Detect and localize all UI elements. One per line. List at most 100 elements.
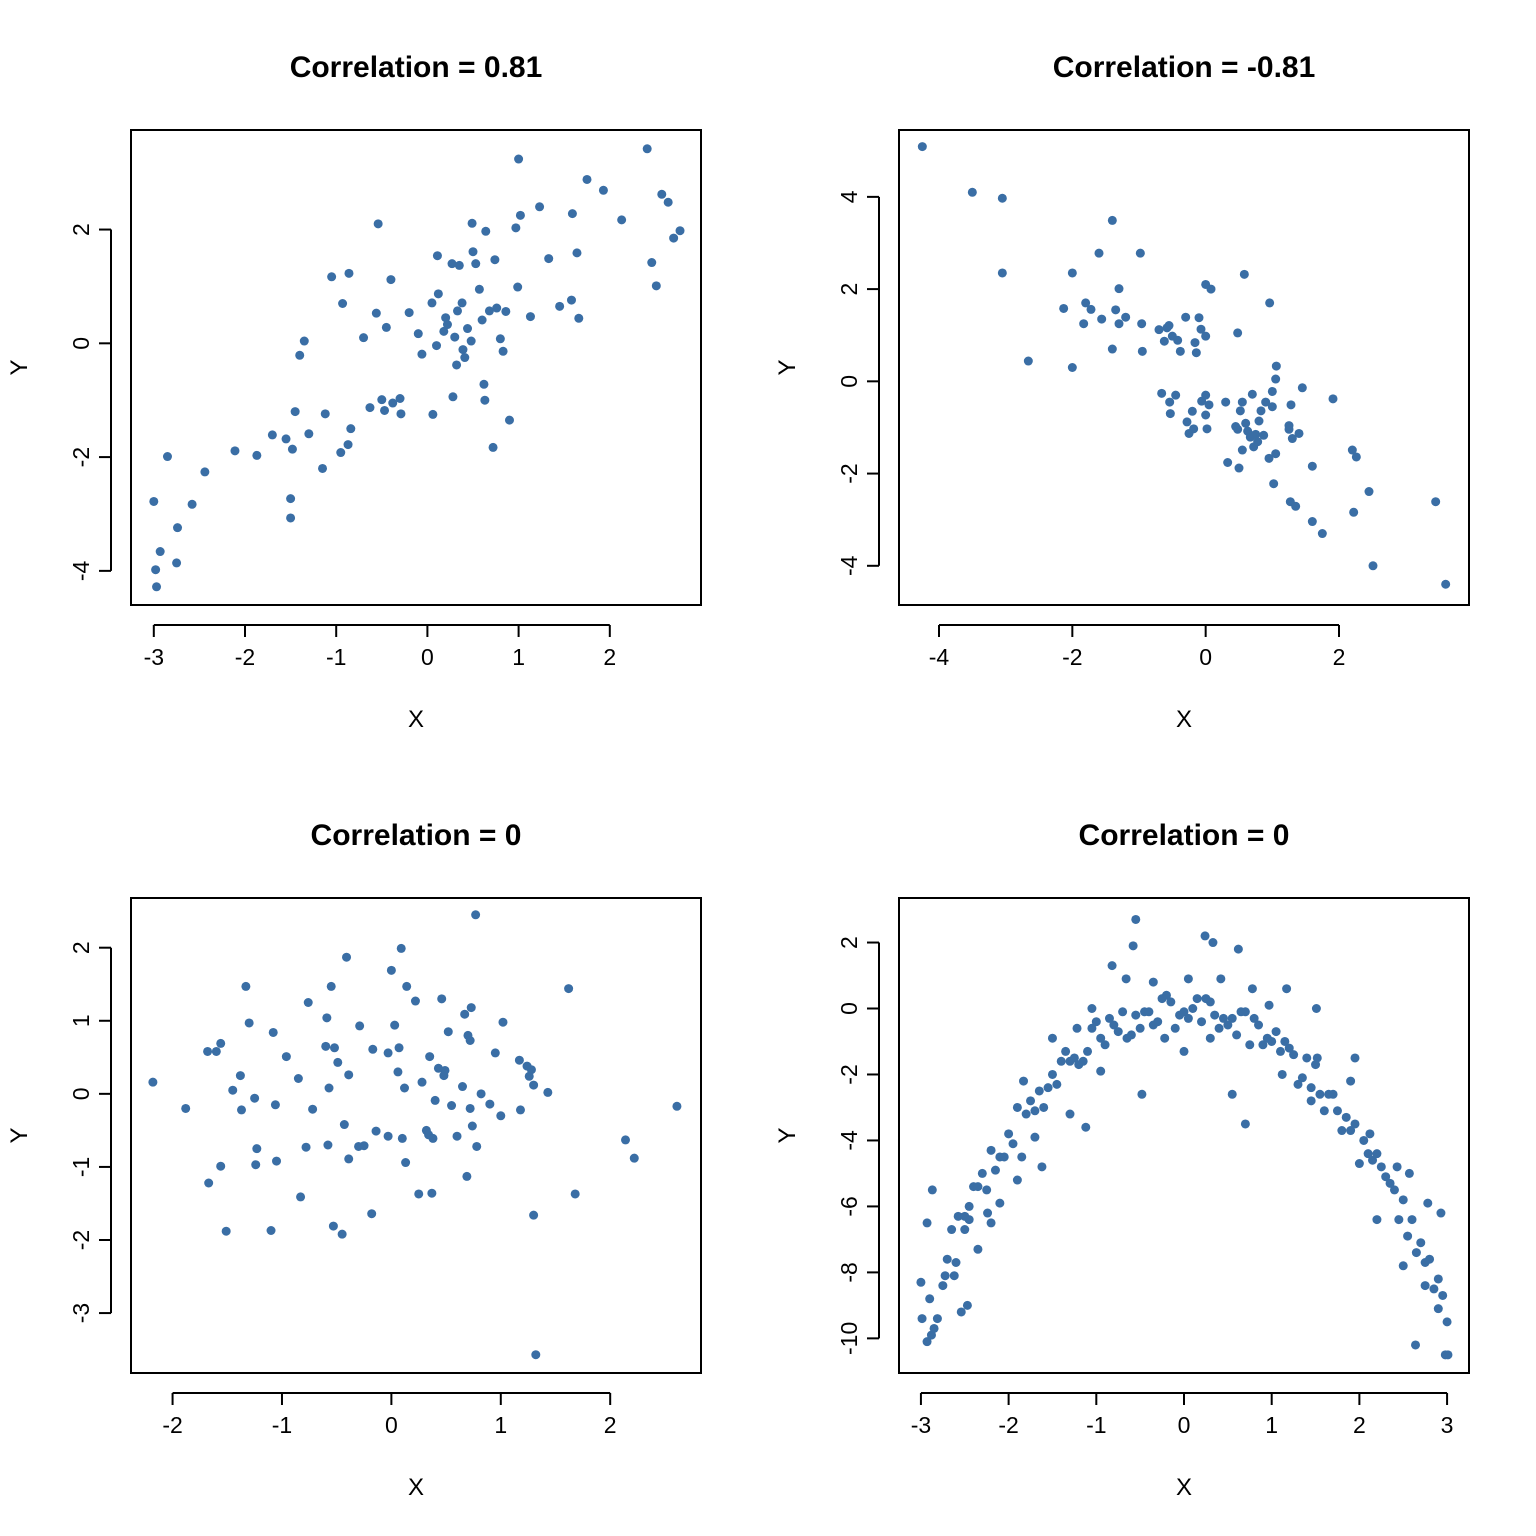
data-point (1201, 931, 1210, 940)
data-point (390, 1021, 399, 1030)
data-point (1171, 1024, 1180, 1033)
data-point (995, 1199, 1004, 1208)
data-point (322, 1013, 331, 1022)
y-tick-label: 2 (68, 223, 94, 236)
x-tick-label: 3 (1441, 1412, 1454, 1438)
data-point (1329, 394, 1338, 403)
data-point (414, 1189, 423, 1198)
data-point (1184, 1014, 1193, 1023)
data-point (272, 1157, 281, 1166)
data-point (1443, 1317, 1452, 1326)
data-point (151, 565, 160, 574)
data-point (333, 1058, 342, 1067)
data-point (664, 198, 673, 207)
data-point (1059, 304, 1068, 313)
data-point (433, 251, 442, 260)
data-point (1346, 1077, 1355, 1086)
y-tick-label: -3 (68, 1303, 94, 1323)
data-point (344, 1070, 353, 1079)
data-point (1333, 1106, 1342, 1115)
data-point (490, 255, 499, 264)
data-point (1095, 249, 1104, 258)
y-tick-label: -4 (836, 555, 862, 576)
data-point (1114, 1027, 1123, 1036)
data-point (368, 1045, 377, 1054)
data-point (968, 188, 977, 197)
x-tick-label: -2 (998, 1412, 1018, 1438)
data-point (1176, 347, 1185, 356)
data-point (1351, 1119, 1360, 1128)
data-point (516, 1105, 525, 1114)
data-point (1181, 313, 1190, 322)
data-point (447, 1101, 456, 1110)
data-point (269, 1028, 278, 1037)
data-point (377, 395, 386, 404)
data-point (1017, 1152, 1026, 1161)
data-point (1068, 268, 1077, 277)
y-tick-label: 1 (68, 1014, 94, 1027)
data-point (1004, 1129, 1013, 1138)
plot-frame (899, 898, 1469, 1373)
data-point (1206, 1034, 1215, 1043)
data-point (987, 1146, 996, 1155)
data-point (1013, 1103, 1022, 1112)
data-point (1268, 387, 1277, 396)
y-tick-label: -4 (836, 1130, 862, 1151)
data-point (1180, 1047, 1189, 1056)
data-point (960, 1225, 969, 1234)
data-point (1241, 1119, 1250, 1128)
data-point (469, 247, 478, 256)
x-axis-label: X (1176, 706, 1192, 733)
data-point (1030, 1106, 1039, 1115)
data-point (427, 1189, 436, 1198)
x-axis-label: X (408, 1474, 424, 1501)
data-point (230, 446, 239, 455)
data-point (302, 1143, 311, 1152)
plot-frame (131, 130, 701, 605)
data-point (1272, 1027, 1281, 1036)
data-point (452, 360, 461, 369)
data-point (1223, 458, 1232, 467)
data-point (1087, 1004, 1096, 1013)
data-point (529, 1081, 538, 1090)
x-tick-label: 2 (1353, 1412, 1366, 1438)
data-point (947, 1225, 956, 1234)
data-point (286, 494, 295, 503)
data-point (480, 396, 489, 405)
data-point (1271, 449, 1280, 458)
data-point (1153, 1017, 1162, 1026)
data-point (1377, 1162, 1386, 1171)
data-point (1201, 332, 1210, 341)
data-point (1166, 997, 1175, 1006)
data-point (271, 1100, 280, 1109)
data-point (1233, 328, 1242, 337)
y-axis-label: Y (774, 359, 801, 375)
data-point (1207, 285, 1216, 294)
data-point (458, 298, 467, 307)
y-tick-label: -10 (836, 1322, 862, 1355)
data-point (1308, 517, 1317, 526)
data-point (481, 227, 490, 236)
data-point (1390, 1185, 1399, 1194)
data-point (458, 1082, 467, 1091)
data-point (156, 547, 165, 556)
data-point (402, 982, 411, 991)
data-point (529, 1211, 538, 1220)
data-point (374, 219, 383, 228)
data-point (621, 1135, 630, 1144)
data-point (1183, 417, 1192, 426)
y-axis-label: Y (6, 359, 33, 375)
x-tick-label: 1 (512, 644, 525, 670)
data-point (387, 966, 396, 975)
data-point (950, 1271, 959, 1280)
data-point (496, 334, 505, 343)
data-point (173, 523, 182, 532)
data-point (652, 281, 661, 290)
data-point (511, 223, 520, 232)
data-point (216, 1039, 225, 1048)
data-point (669, 234, 678, 243)
data-point (1443, 1350, 1452, 1359)
data-point (1035, 1086, 1044, 1095)
data-point (1245, 1040, 1254, 1049)
